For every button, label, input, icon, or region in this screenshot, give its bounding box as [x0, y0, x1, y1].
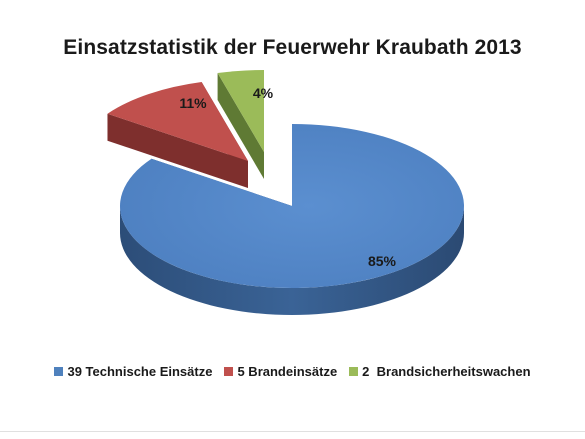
- slice-label-3: 4%: [253, 85, 274, 101]
- pie-slice-2: [107, 82, 249, 188]
- bottom-divider: [0, 431, 585, 432]
- legend-item-1: 39 Technische Einsätze: [54, 364, 212, 379]
- slice-label-1: 85%: [368, 253, 397, 269]
- legend-label-1: 39 Technische Einsätze: [67, 364, 213, 379]
- chart-legend: 39 Technische Einsätze 5 Brandeinsätze 2 B…: [0, 364, 585, 379]
- pie-slice-2-top: [107, 82, 249, 161]
- legend-label-2: 5 Brandeinsätze: [237, 364, 338, 379]
- legend-item-3: 2 Brandsicherheitswachen: [349, 364, 531, 379]
- legend-swatch-3: [349, 367, 359, 376]
- pie-slice-1-top: [120, 124, 465, 288]
- pie-slice-3: [217, 70, 264, 179]
- chart-title: Einsatzstatistik der Feuerwehr Kraubath …: [63, 36, 522, 59]
- legend-item-2: 5 Brandeinsätze: [224, 364, 337, 379]
- pie-slice-1: [120, 124, 465, 315]
- legend-swatch-1: [54, 367, 64, 376]
- legend-swatch-2: [224, 367, 234, 376]
- pie-slice-1-side: [120, 206, 464, 315]
- slice-label-2: 11%: [179, 95, 207, 111]
- pie-slice-3-top: [217, 70, 264, 152]
- pie-slice-2-wall-1: [107, 113, 249, 188]
- pie-slice-3-wall-1: [217, 73, 264, 179]
- legend-label-3: 2 Brandsicherheitswachen: [362, 364, 531, 379]
